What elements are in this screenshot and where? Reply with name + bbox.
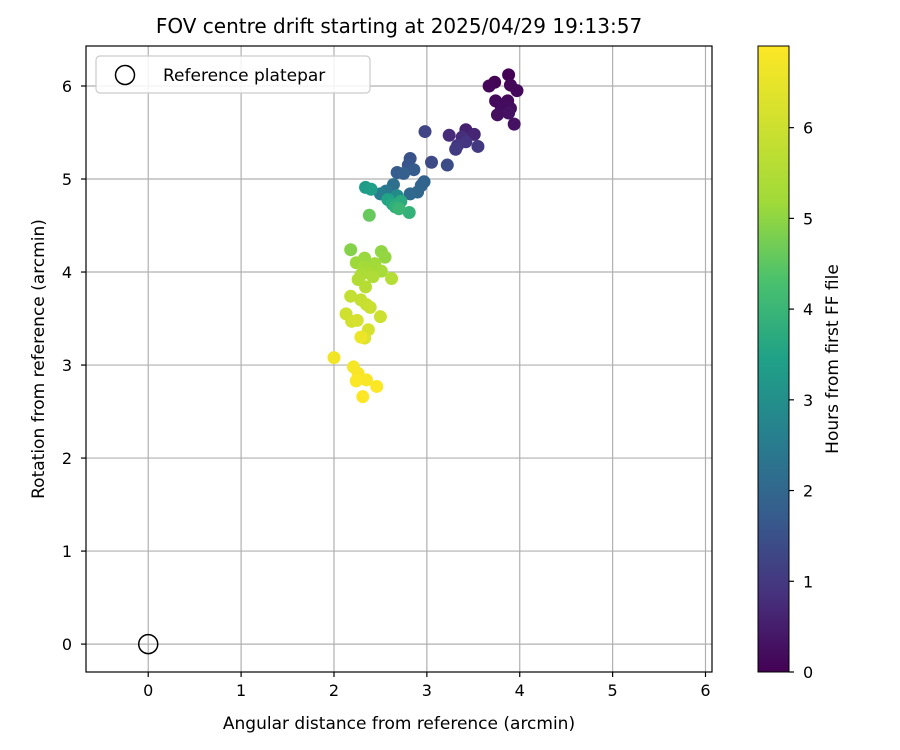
- data-points: [327, 68, 524, 404]
- colorbar-tick-label: 3: [803, 391, 813, 410]
- legend-box: [95, 55, 371, 94]
- data-point: [403, 187, 417, 201]
- y-axis-ticks: 0 1 2 3 4 5 6: [62, 77, 86, 654]
- data-point: [392, 202, 406, 216]
- x-axis-ticks: 0 1 2 3 4 5 6: [143, 672, 711, 700]
- legend: Reference platepar: [95, 55, 371, 94]
- data-point: [344, 243, 358, 257]
- y-tick-label: 4: [62, 263, 72, 282]
- data-point: [350, 313, 364, 327]
- data-point: [359, 373, 373, 387]
- data-point: [370, 379, 384, 393]
- data-point: [359, 280, 373, 294]
- reference-platepar-marker: [137, 633, 159, 655]
- data-point: [482, 79, 496, 93]
- data-point: [502, 106, 516, 120]
- plot-frame: [85, 45, 713, 673]
- data-point: [366, 270, 380, 284]
- y-axis-label: Rotation from reference (arcmin): [29, 219, 49, 499]
- colorbar-tick-label: 2: [803, 482, 813, 501]
- colorbar-label: Hours from first FF file: [823, 264, 843, 454]
- data-point: [490, 108, 504, 122]
- data-point: [354, 330, 368, 344]
- data-point: [442, 128, 456, 142]
- data-point: [402, 205, 416, 219]
- data-point: [373, 310, 387, 324]
- colorbar-tick-label: 0: [803, 663, 813, 682]
- y-tick-label: 3: [62, 356, 72, 375]
- data-point: [385, 272, 399, 286]
- data-point: [364, 182, 378, 196]
- data-point: [467, 127, 481, 141]
- data-point: [507, 117, 521, 131]
- colorbar: 0 1 2 3 4 5 6 Hours from first FF file: [757, 45, 843, 682]
- legend-marker-icon: [114, 64, 136, 86]
- x-tick-label: 3: [422, 681, 432, 700]
- x-tick-label: 4: [515, 681, 525, 700]
- colorbar-tick-label: 6: [803, 119, 813, 138]
- colorbar-gradient: [757, 45, 790, 673]
- x-tick-label: 6: [700, 681, 710, 700]
- data-point: [502, 68, 516, 82]
- data-point: [378, 250, 392, 264]
- data-point: [440, 158, 454, 172]
- data-point: [363, 300, 377, 314]
- data-point: [425, 155, 439, 169]
- data-point: [349, 374, 363, 388]
- data-point: [344, 289, 358, 303]
- x-tick-label: 2: [329, 681, 339, 700]
- x-tick-label: 0: [143, 681, 153, 700]
- y-tick-label: 0: [62, 635, 72, 654]
- y-tick-label: 1: [62, 542, 72, 561]
- data-point: [327, 351, 341, 365]
- y-tick-label: 2: [62, 449, 72, 468]
- data-point: [397, 166, 411, 180]
- data-point: [418, 125, 432, 139]
- data-point: [407, 163, 421, 177]
- colorbar-tick-label: 4: [803, 300, 813, 319]
- colorbar-tick-label: 1: [803, 572, 813, 591]
- x-axis-label: Angular distance from reference (arcmin): [223, 714, 575, 734]
- chart-title: FOV centre drift starting at 2025/04/29 …: [156, 14, 642, 38]
- data-point: [510, 84, 524, 98]
- data-point: [471, 139, 485, 153]
- x-tick-label: 5: [608, 681, 618, 700]
- y-tick-label: 6: [62, 77, 72, 96]
- colorbar-tick-label: 5: [803, 209, 813, 228]
- y-tick-label: 5: [62, 170, 72, 189]
- data-point: [449, 142, 463, 156]
- data-point: [356, 390, 370, 404]
- legend-entry-reference-platepar: Reference platepar: [163, 66, 325, 86]
- x-tick-label: 1: [236, 681, 246, 700]
- data-point: [362, 208, 376, 222]
- grid-lines: [86, 46, 712, 672]
- colorbar-ticks: 0 1 2 3 4 5 6: [789, 119, 813, 682]
